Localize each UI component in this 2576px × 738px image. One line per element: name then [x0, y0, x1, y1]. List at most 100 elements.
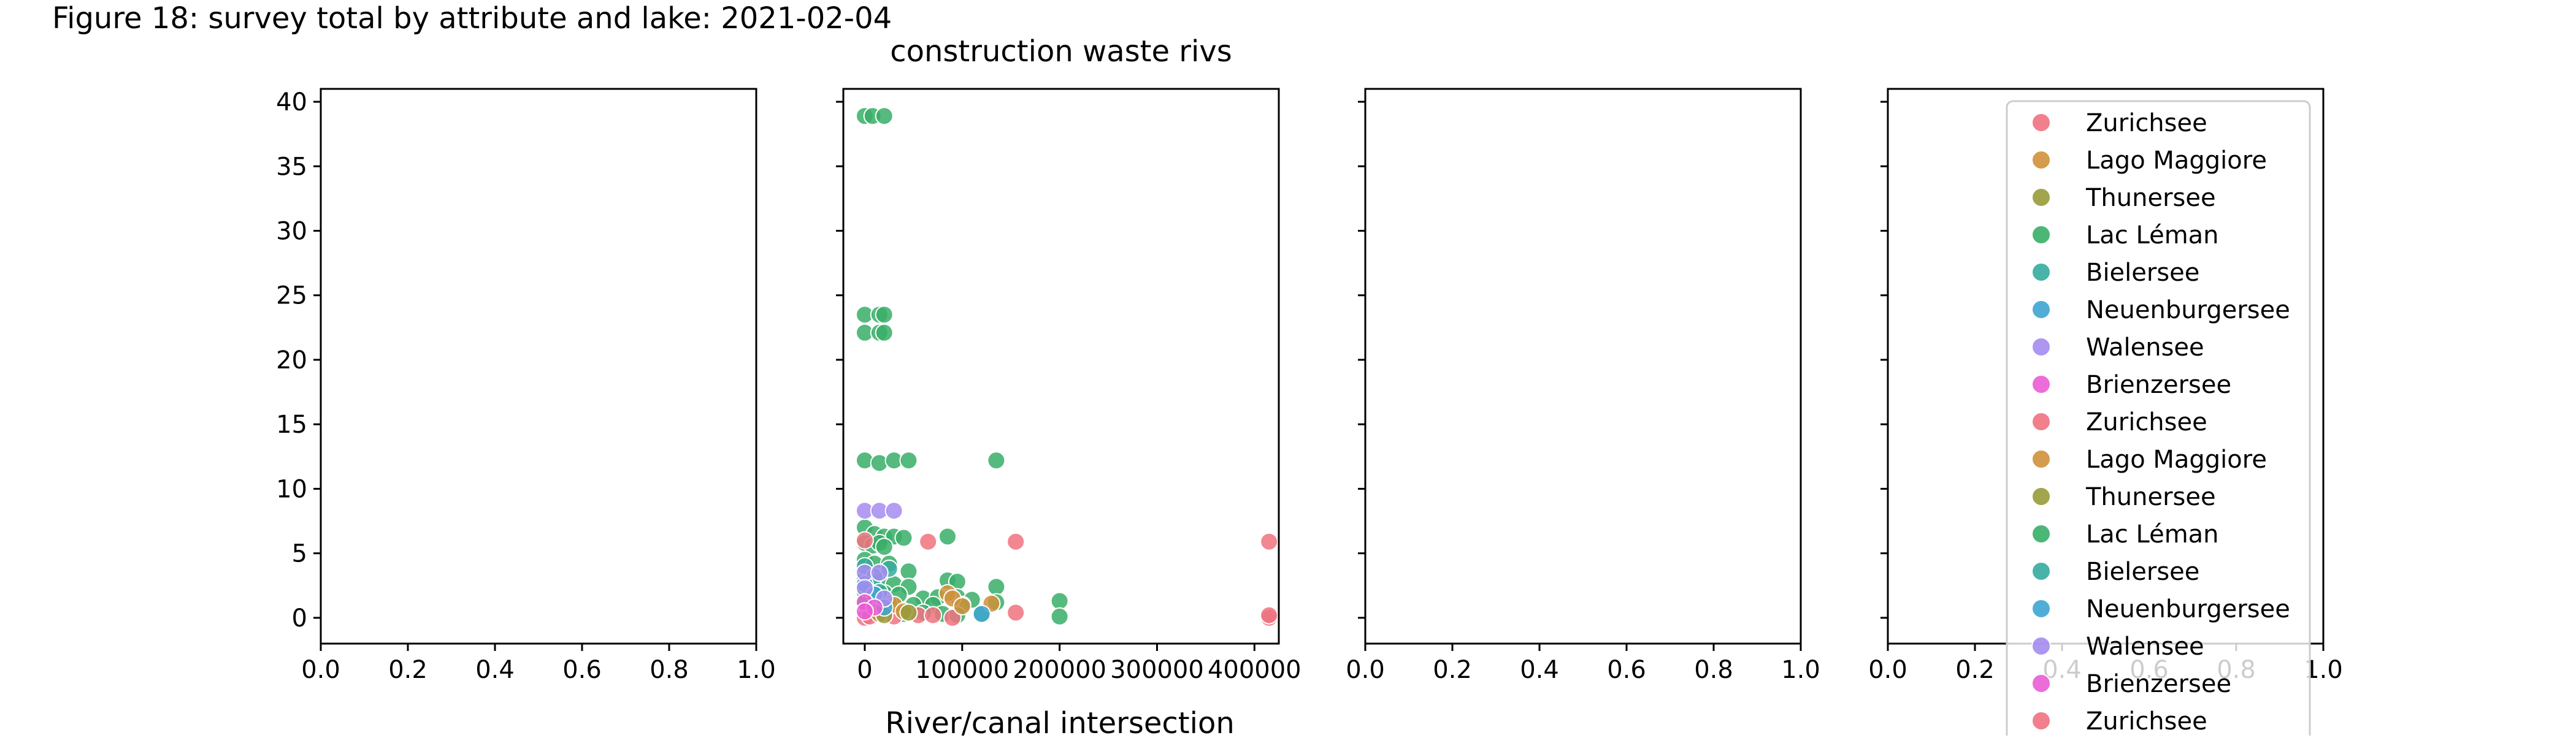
legend-label: Bielersee: [2086, 558, 2199, 586]
panel-3-frame: [1364, 88, 1802, 645]
x-tick-label: 0.8: [650, 656, 689, 684]
legend-label: Bielersee: [2086, 259, 2199, 287]
data-point: [987, 577, 1006, 596]
x-tick-label: 100000: [915, 656, 1009, 684]
data-point: [899, 451, 918, 470]
data-point: [875, 305, 894, 324]
x-tick-label: 0.6: [1607, 656, 1646, 684]
legend-label: Lac Léman: [2086, 221, 2219, 249]
legend-item: Bielersee: [2031, 558, 2199, 586]
x-tick-label: 300000: [1110, 656, 1204, 684]
legend-marker: [2031, 412, 2051, 432]
x-tick-label: 0.0: [1346, 656, 1385, 684]
legend-marker: [2031, 188, 2051, 207]
y-tick-label: 30: [276, 218, 307, 246]
legend-marker: [2031, 561, 2051, 581]
data-point: [1006, 532, 1025, 551]
legend-label: Thunersee: [2085, 184, 2216, 212]
legend-label: Zurichsee: [2086, 408, 2207, 436]
data-point: [919, 532, 938, 551]
data-point: [924, 606, 943, 625]
legend-marker: [2031, 599, 2051, 618]
legend-label: Brienzersee: [2086, 670, 2231, 698]
legend-marker: [2031, 150, 2051, 170]
y-tick-label: 35: [276, 153, 307, 181]
data-point: [987, 451, 1006, 470]
legend-label: Neuenburgersee: [2086, 296, 2290, 324]
y-tick-label: 25: [276, 282, 307, 310]
y-tick-label: 15: [276, 411, 307, 439]
legend-label: Zurichsee: [2086, 707, 2207, 736]
legend-label: Thunersee: [2085, 483, 2216, 511]
legend-item: Zurichsee: [2031, 408, 2207, 436]
legend-marker: [2031, 636, 2051, 656]
legend-label: Lago Maggiore: [2086, 146, 2267, 175]
legend: Zurichsee Lago Maggiore Thunersee Lac Léman…: [2006, 100, 2311, 738]
legend-label: Walensee: [2086, 633, 2204, 661]
legend-marker: [2031, 711, 2051, 731]
legend-item: Lago Maggiore: [2031, 446, 2267, 474]
legend-item: Thunersee: [2031, 184, 2216, 212]
legend-marker: [2031, 674, 2051, 693]
data-point: [1050, 607, 1069, 626]
legend-item: Walensee: [2031, 633, 2204, 661]
panel-3: 0.0 0.2 0.4 0.6 0.8 1.0: [1346, 88, 1820, 684]
legend-label: Brienzersee: [2086, 371, 2231, 399]
data-point: [899, 562, 918, 581]
legend-marker: [2031, 113, 2051, 132]
x-tick-label: 400000: [1208, 656, 1301, 684]
legend-box: [2006, 100, 2311, 738]
x-tick-label: 0.8: [1694, 656, 1733, 684]
data-point: [884, 501, 903, 520]
panel-2: 0 100000 200000 300000 400000 construction wa…: [836, 34, 1301, 684]
x-tick-label: 0.4: [1520, 656, 1559, 684]
panel-1: 0.0 0.2 0.4 0.6 0.8 1.0 0 5 10 15 20 25 30 35 40: [276, 88, 776, 684]
data-point: [875, 538, 894, 557]
x-tick-label: 0.2: [1433, 656, 1472, 684]
panel-title: construction waste rivs: [890, 34, 1232, 69]
legend-marker: [2031, 300, 2051, 319]
x-tick-label: 0: [857, 656, 872, 684]
x-tick-label: 0.0: [301, 656, 340, 684]
legend-item: Bielersee: [2031, 259, 2199, 287]
y-tick-label: 20: [276, 346, 307, 375]
data-point: [875, 323, 894, 342]
legend-item: Thunersee: [2031, 483, 2216, 511]
legend-item: Lac Léman: [2031, 221, 2219, 249]
legend-item: Lago Maggiore: [2031, 146, 2267, 175]
data-point: [899, 603, 918, 622]
panel-2-frame: [842, 88, 1280, 645]
x-tick-label: 0.2: [388, 656, 427, 684]
y-tick-label: 10: [276, 475, 307, 503]
y-tick-label: 40: [276, 88, 307, 116]
y-tick-label: 0: [292, 604, 307, 633]
data-point: [972, 604, 991, 623]
panel-1-frame: [320, 88, 757, 645]
legend-item: Walensee: [2031, 333, 2204, 362]
x-tick-label: 0.6: [562, 656, 602, 684]
panels: 0.0 0.2 0.4 0.6 0.8 1.0 0 5 10 15 20 25 30 35 40 0 10000…: [276, 34, 2343, 684]
data-point: [1260, 606, 1279, 625]
legend-marker: [2031, 337, 2051, 357]
legend-label: Walensee: [2086, 333, 2204, 362]
legend-label: Lac Léman: [2086, 520, 2219, 549]
legend-item: Zurichsee: [2031, 109, 2207, 137]
legend-marker: [2031, 524, 2051, 544]
data-point: [855, 531, 874, 550]
panel-2-points: [855, 107, 1279, 627]
x-tick-label: 0.4: [475, 656, 515, 684]
data-point: [894, 528, 913, 547]
x-tick-label: 200000: [1013, 656, 1106, 684]
legend-marker: [2031, 375, 2051, 394]
figure-title: Figure 18: survey total by attribute and…: [52, 1, 892, 36]
legend-marker: [2031, 225, 2051, 245]
legend-item: Brienzersee: [2031, 670, 2231, 698]
legend-label: Zurichsee: [2086, 109, 2207, 137]
legend-item: Brienzersee: [2031, 371, 2231, 399]
data-point: [1260, 532, 1279, 551]
legend-item: Neuenburgersee: [2031, 595, 2290, 623]
x-tick-label: 0.2: [1955, 656, 1995, 684]
data-point: [870, 563, 889, 582]
legend-marker: [2031, 262, 2051, 282]
